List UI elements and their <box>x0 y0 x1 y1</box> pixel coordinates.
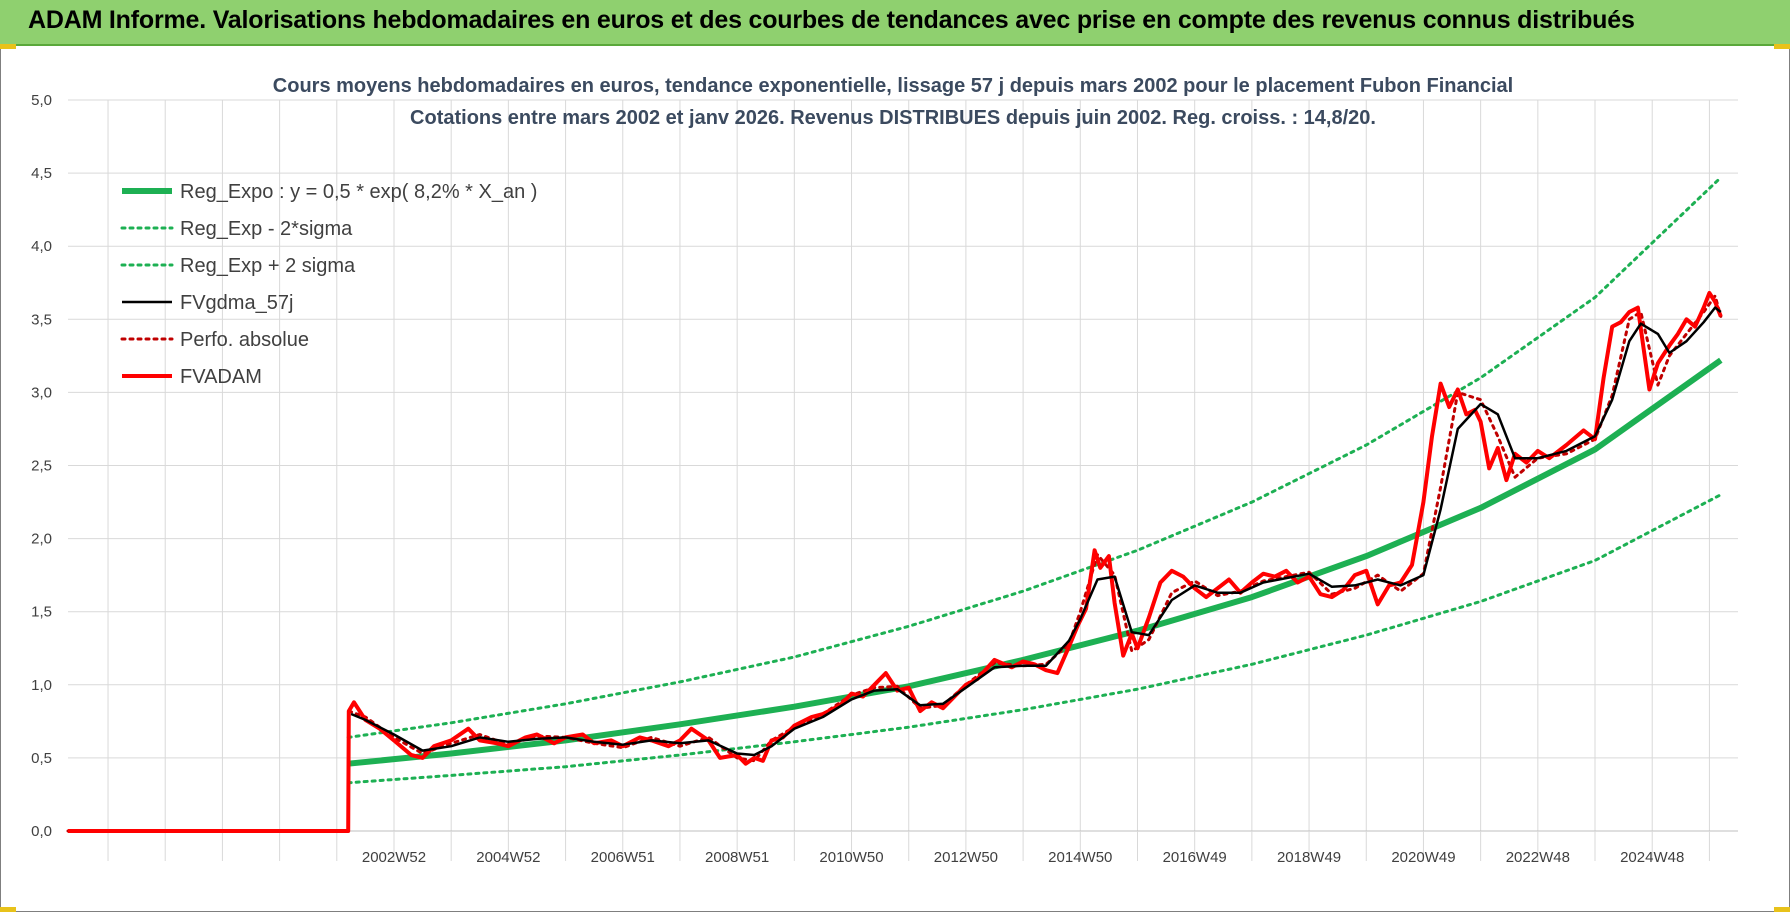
corner-marker-right <box>1774 44 1790 49</box>
legend-label: FVgdma_57j <box>180 292 293 314</box>
series-line-1 <box>346 493 1723 785</box>
x-tick-label: 2018W49 <box>1277 849 1341 866</box>
y-tick-label: 1,0 <box>31 677 52 694</box>
y-tick-label: 2,5 <box>31 458 52 475</box>
series-line-4 <box>66 294 1723 833</box>
axes: 0,0 0,5 1,0 1,5 2,0 2,5 3,0 3,5 4,0 4,5 5,0 2002W52… <box>31 92 1738 866</box>
legend: Reg_Expo : y = 0,5 * exp( 8,2% * X_an ) R… <box>120 181 537 388</box>
y-tick-label: 1,5 <box>31 604 52 621</box>
x-tick-label: 2004W52 <box>476 849 540 866</box>
corner-marker-bottom-right <box>1774 907 1790 912</box>
series-line-3 <box>350 306 1722 757</box>
x-tick-label: 2002W52 <box>362 849 426 866</box>
y-tick-label: 2,0 <box>31 531 52 548</box>
x-tick-label: 2008W51 <box>705 849 769 866</box>
header-banner: ADAM Informe. Valorisations hebdomadaire… <box>0 0 1790 46</box>
series-line-0 <box>347 357 1723 767</box>
y-tick-label: 0,0 <box>31 823 52 840</box>
x-tick-label: 2020W49 <box>1391 849 1455 866</box>
y-tick-label: 5,0 <box>31 92 52 109</box>
series-group <box>66 176 1723 833</box>
y-tick-label: 3,5 <box>31 311 52 328</box>
y-tick-label: 4,0 <box>31 238 52 255</box>
legend-label: Reg_Exp - 2*sigma <box>180 218 353 240</box>
line-chart: 0,0 0,5 1,0 1,5 2,0 2,5 3,0 3,5 4,0 4,5 5,0 2002W52… <box>31 75 1738 866</box>
x-tick-label: 2006W51 <box>591 849 655 866</box>
x-tick-label: 2016W49 <box>1163 849 1227 866</box>
legend-label: Reg_Expo : y = 0,5 * exp( 8,2% * X_an ) <box>180 181 537 203</box>
page-title: ADAM Informe. Valorisations hebdomadaire… <box>28 6 1635 34</box>
legend-label: Reg_Exp + 2 sigma <box>180 255 356 277</box>
x-tick-label: 2010W50 <box>819 849 883 866</box>
y-tick-label: 3,0 <box>31 384 52 401</box>
legend-label: FVADAM <box>180 366 262 388</box>
corner-marker-left <box>0 44 16 49</box>
x-tick-label: 2024W48 <box>1620 849 1684 866</box>
legend-label: Perfo. absolue <box>180 329 309 351</box>
chart-title: Cours moyens hebdomadaires en euros, ten… <box>273 75 1513 97</box>
corner-marker-bottom-left <box>0 907 16 912</box>
y-tick-label: 4,5 <box>31 165 52 182</box>
x-tick-label: 2012W50 <box>934 849 998 866</box>
x-tick-label: 2014W50 <box>1048 849 1112 866</box>
x-tick-label: 2022W48 <box>1506 849 1570 866</box>
y-tick-label: 0,5 <box>31 750 52 767</box>
chart-subtitle: Cotations entre mars 2002 et janv 2026. … <box>410 107 1376 129</box>
chart-area: 0,0 0,5 1,0 1,5 2,0 2,5 3,0 3,5 4,0 4,5 5,0 2002W52… <box>0 46 1790 912</box>
series-line-2 <box>346 176 1723 739</box>
series-line-5 <box>68 291 1723 833</box>
